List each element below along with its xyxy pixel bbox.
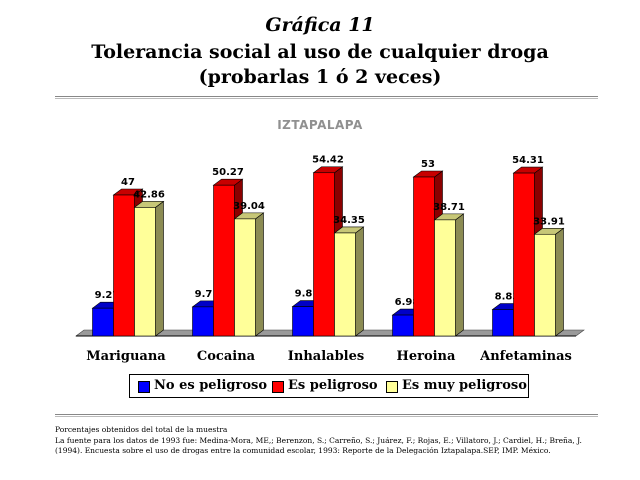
bar <box>392 314 414 337</box>
note-source-cont: (1994). Encuesta sobre el uso de drogas … <box>55 446 551 455</box>
top-divider <box>55 96 598 99</box>
bar <box>434 219 456 337</box>
data-label: 53 <box>421 159 435 170</box>
legend-swatch-blue <box>138 381 150 393</box>
legend-label-muy-peligroso: Es muy peligroso <box>402 378 527 393</box>
chart-title: IZTAPALAPA <box>277 118 363 132</box>
bar <box>413 176 435 337</box>
bar <box>313 172 335 337</box>
bar-side <box>155 200 164 337</box>
data-label: 9.27 <box>95 290 120 301</box>
legend-label-no-peligroso: No es peligroso <box>154 378 268 393</box>
page-title-line2: (probarlas 1 ó 2 veces) <box>198 66 442 88</box>
data-label: 6.98 <box>395 297 420 308</box>
data-label: 9.81 <box>295 289 320 300</box>
chart-legend: No es peligroso Es peligroso Es muy peli… <box>129 374 529 398</box>
data-label: 38.71 <box>433 202 465 213</box>
data-label: 42.86 <box>133 189 165 200</box>
bar <box>134 207 156 337</box>
bar <box>492 309 514 337</box>
bar-side <box>255 212 264 337</box>
legend-swatch-red <box>272 381 284 393</box>
page-title-line1: Tolerancia social al uso de cualquier dr… <box>91 41 549 63</box>
chart-number-label: Gráfica 11 <box>265 14 375 36</box>
bar-side <box>555 227 564 337</box>
data-label: 39.04 <box>233 201 265 212</box>
bar <box>513 172 535 337</box>
data-label: 50.27 <box>212 167 244 178</box>
bar <box>534 233 556 337</box>
data-label: 9.71 <box>195 289 220 300</box>
bar <box>213 184 235 337</box>
data-label: 34.35 <box>333 215 365 226</box>
data-label: 8.83 <box>495 292 520 303</box>
legend-swatch-yellow <box>386 381 398 393</box>
note-sample: Porcentajes obtenidos del total de la mu… <box>55 425 228 434</box>
x-tick-label: Anfetaminas <box>479 349 572 364</box>
bar <box>92 307 114 337</box>
bar <box>234 218 256 337</box>
data-label: 33.91 <box>533 216 565 227</box>
bar <box>292 306 314 337</box>
data-label: 47 <box>121 177 135 188</box>
bar-side <box>455 213 464 337</box>
bottom-divider <box>55 414 598 417</box>
legend-label-peligroso: Es peligroso <box>288 378 378 393</box>
bar-side <box>355 226 364 337</box>
x-tick-label: Inhalables <box>288 349 364 364</box>
x-tick-label: Heroina <box>397 349 456 364</box>
data-label: 54.31 <box>512 155 544 166</box>
bar <box>113 194 135 337</box>
x-tick-label: Cocaina <box>197 349 256 364</box>
bar <box>192 306 214 337</box>
data-label: 54.42 <box>312 155 344 166</box>
source-notes: Porcentajes obtenidos del total de la mu… <box>55 425 615 457</box>
x-tick-label: Mariguana <box>86 349 166 364</box>
bar <box>334 232 356 337</box>
note-source: La fuente para los datos de 1993 fue: Me… <box>55 435 582 445</box>
